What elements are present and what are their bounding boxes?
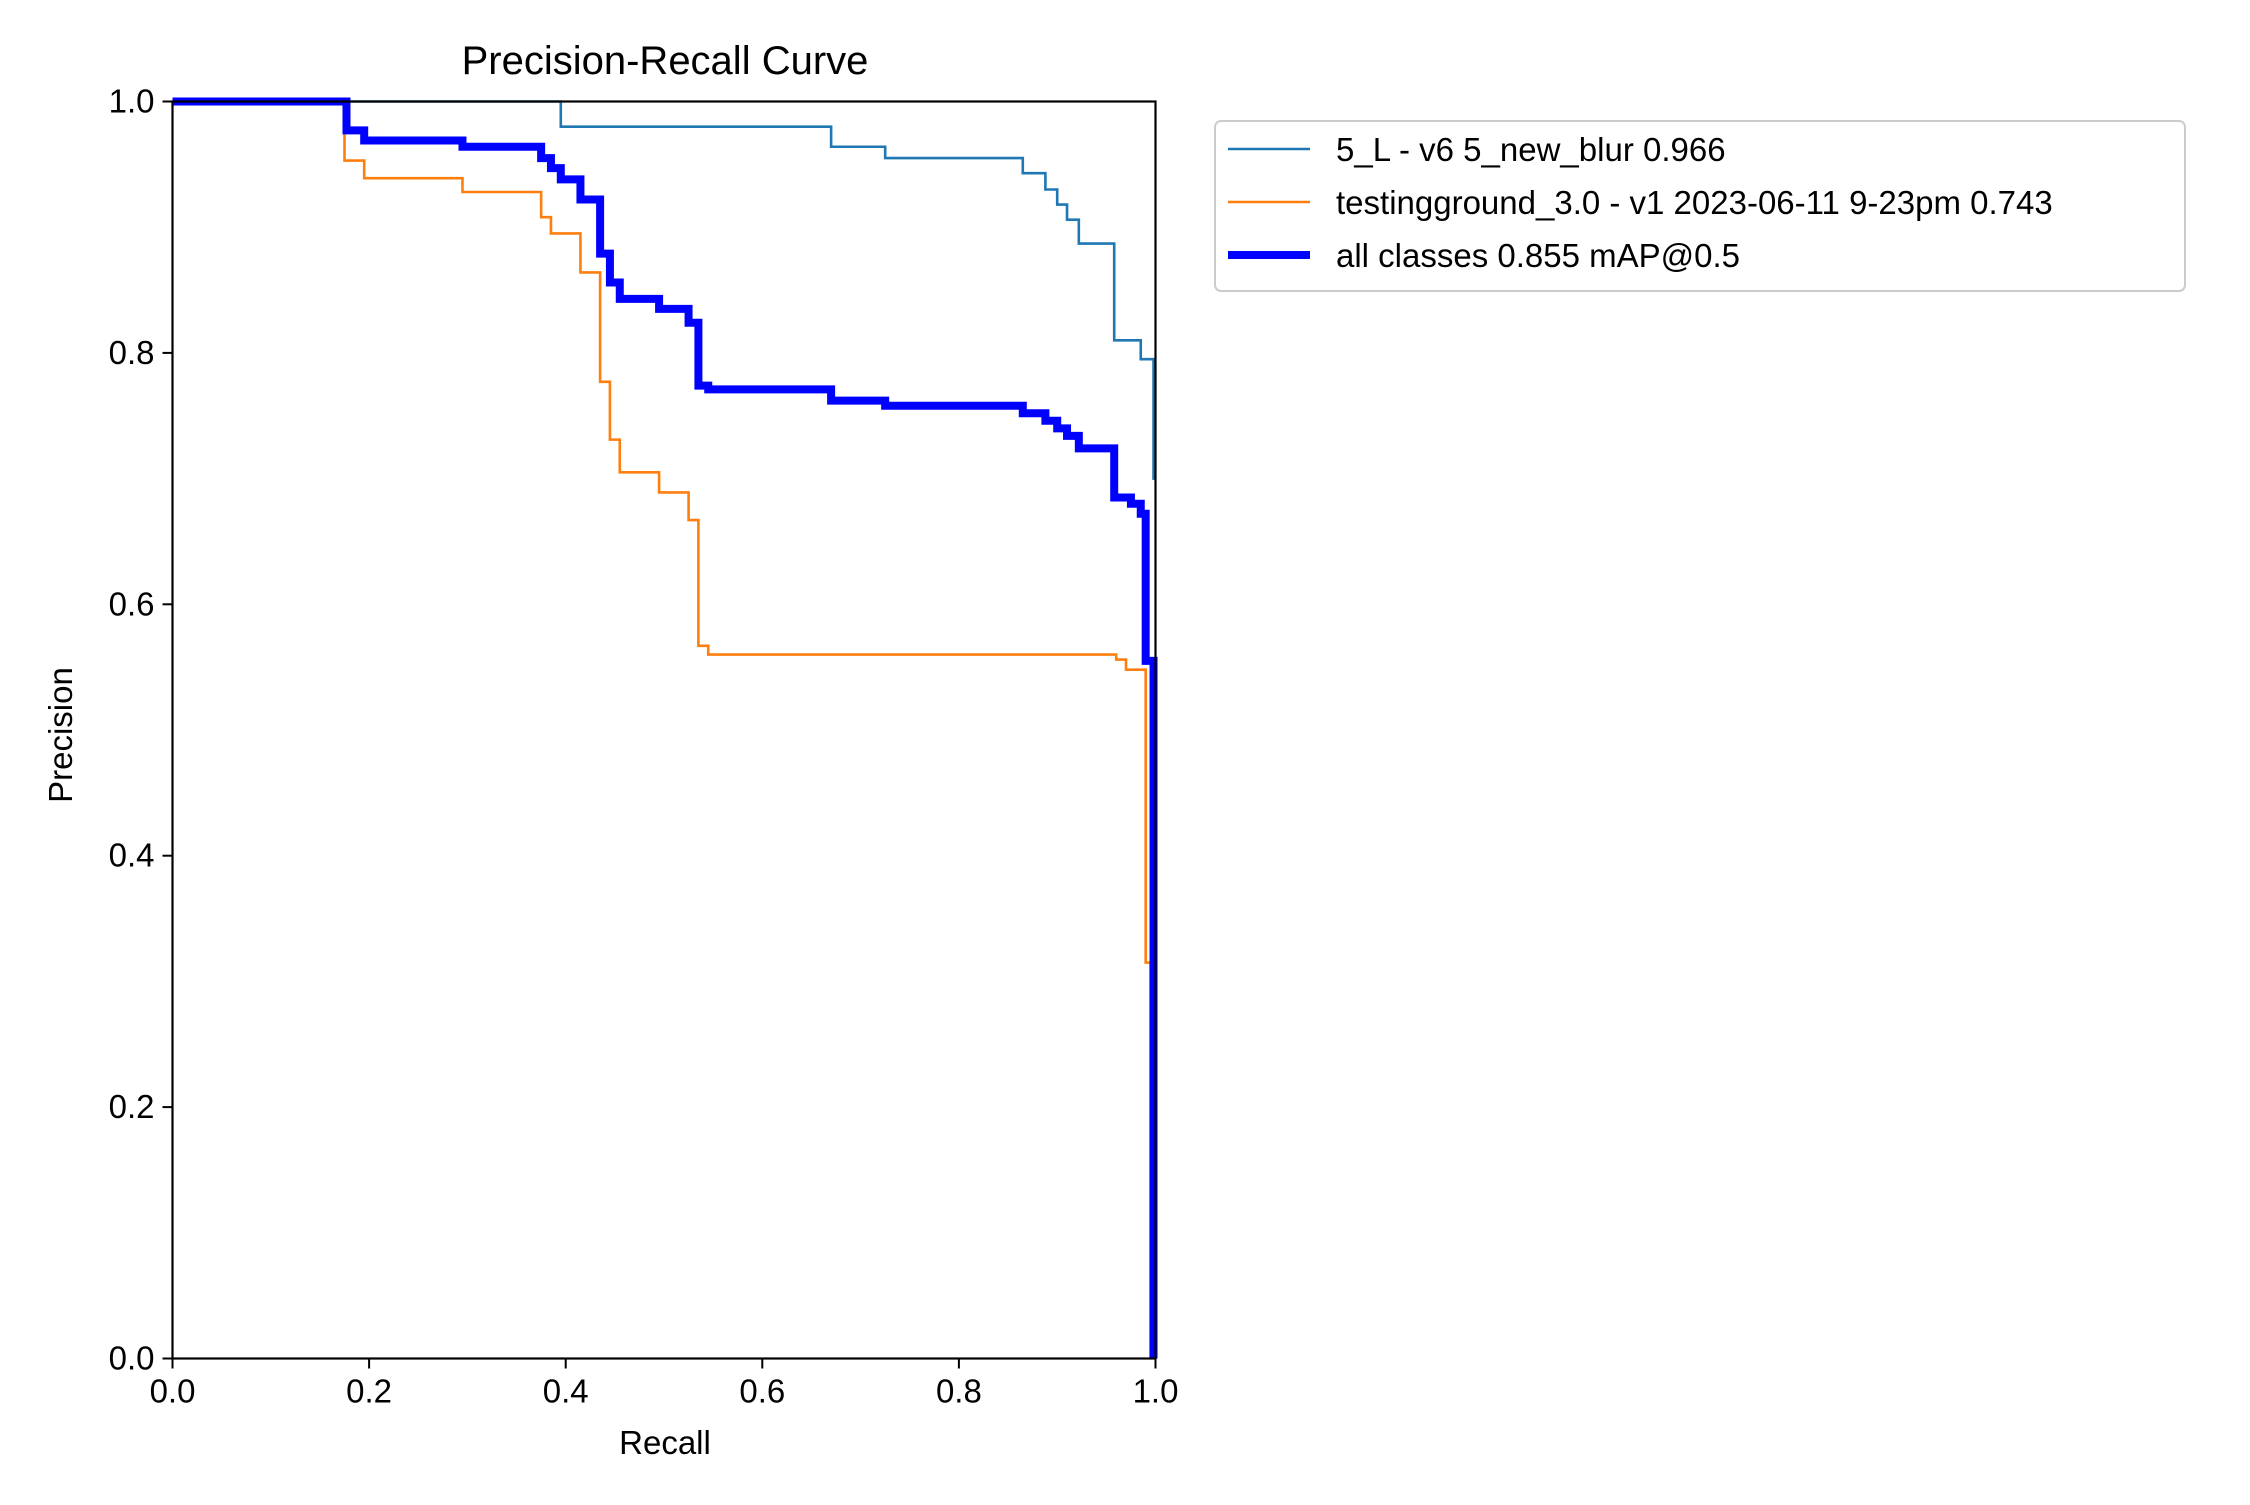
y-tick-label: 0.0 bbox=[109, 1340, 155, 1377]
y-tick-label: 0.6 bbox=[109, 585, 155, 622]
x-axis-label: Recall bbox=[619, 1424, 711, 1461]
y-tick-label: 1.0 bbox=[109, 83, 155, 120]
legend-label-0: 5_L - v6 5_new_blur 0.966 bbox=[1336, 131, 1726, 168]
series-line-0 bbox=[172, 100, 1156, 480]
y-tick-label: 0.8 bbox=[109, 334, 155, 371]
legend: 5_L - v6 5_new_blur 0.966 testingground_3… bbox=[1214, 120, 2186, 292]
x-tick-label: 1.0 bbox=[1133, 1373, 1179, 1410]
legend-label-2: all classes 0.855 mAP@0.5 bbox=[1336, 237, 1740, 274]
series-group bbox=[172, 97, 1158, 1359]
x-tick-label: 0.6 bbox=[739, 1373, 785, 1410]
y-tick-label: 0.2 bbox=[109, 1088, 155, 1125]
x-axis-ticks: 0.0 0.2 0.4 0.6 0.8 1.0 bbox=[150, 1358, 1179, 1410]
chart-title: Precision-Recall Curve bbox=[462, 39, 869, 83]
plot-area-frame bbox=[171, 100, 1157, 1360]
x-tick-label: 0.2 bbox=[346, 1373, 392, 1410]
legend-label-1: testingground_3.0 - v1 2023-06-11 9-23pm… bbox=[1336, 184, 2053, 221]
y-axis-label: Precision bbox=[42, 667, 79, 803]
series-line-2 bbox=[172, 97, 1158, 1359]
series-line-1 bbox=[172, 100, 1152, 1359]
y-axis-ticks: 0.0 0.2 0.4 0.6 0.8 1.0 bbox=[109, 83, 173, 1377]
x-tick-label: 0.4 bbox=[543, 1373, 589, 1410]
legend-frame bbox=[1214, 120, 2186, 292]
y-tick-label: 0.4 bbox=[109, 837, 155, 874]
x-tick-label: 0.8 bbox=[936, 1373, 982, 1410]
x-tick-label: 0.0 bbox=[150, 1373, 196, 1410]
